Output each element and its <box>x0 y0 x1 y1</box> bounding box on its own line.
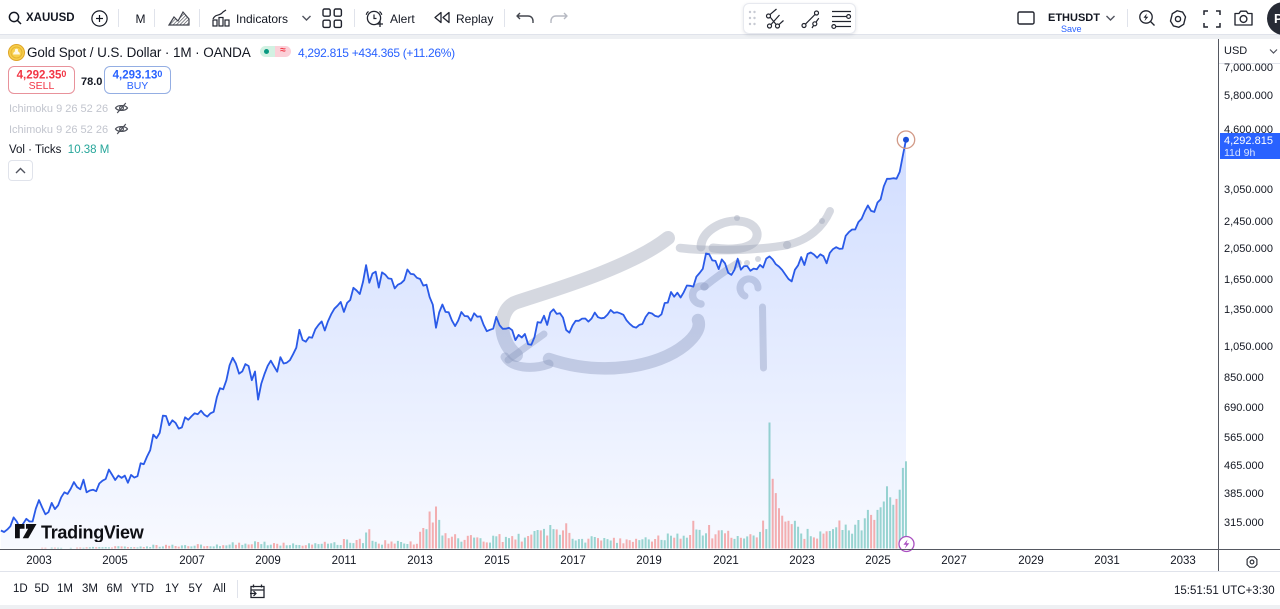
svg-text:TradingView: TradingView <box>41 522 145 542</box>
